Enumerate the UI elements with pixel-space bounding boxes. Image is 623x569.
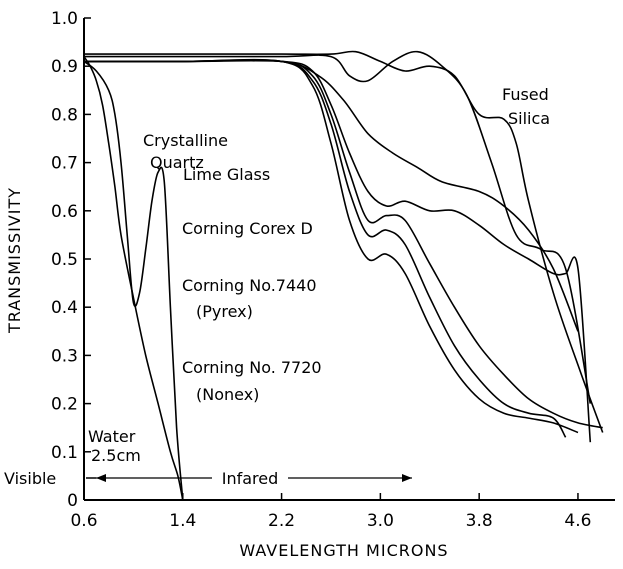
y-axis-title: TRANSMISSIVITY [5, 187, 24, 334]
x-axis-title: WAVELENGTH MICRONS [239, 541, 448, 560]
x-tick-label: 3.8 [466, 511, 493, 531]
label-lime-glass: Lime Glass [183, 165, 270, 184]
band-infrared-arrowhead-left [96, 474, 106, 482]
y-tick-label: 1.0 [51, 9, 78, 29]
y-tick-label: 0.5 [51, 250, 78, 270]
x-tick-label: 1.4 [169, 511, 196, 531]
y-tick-label: 0.1 [51, 443, 78, 463]
label-water-1: Water [88, 427, 136, 446]
label-water-2: 2.5cm [91, 446, 141, 465]
series-line-3 [84, 52, 590, 404]
label-corning-corex-d: Corning Corex D [182, 219, 313, 238]
label-nonex-1: Corning No. 7720 [182, 358, 322, 377]
y-tick-label: 0.4 [51, 298, 78, 318]
band-visible-label: Visible [4, 469, 56, 488]
label-fused-silica-2: Silica [508, 109, 550, 128]
curve-annotations: Crystalline Quartz Lime Glass Corning Co… [88, 85, 550, 465]
band-infrared-arrowhead-right [402, 474, 412, 482]
series-line-7 [84, 60, 566, 437]
spectral-bands: Visible Infared [4, 469, 412, 488]
y-tick-label: 0.8 [51, 105, 78, 125]
y-tick-label: 0.7 [51, 154, 78, 174]
label-crystalline-quartz-1: Crystalline [143, 131, 228, 150]
y-tick-label: 0.9 [51, 57, 78, 77]
x-tick-label: 3.0 [367, 511, 394, 531]
x-tick-label: 2.2 [268, 511, 295, 531]
label-fused-silica-1: Fused [502, 85, 549, 104]
label-pyrex-2: (Pyrex) [196, 302, 253, 321]
y-tick-label: 0.2 [51, 395, 78, 415]
x-tick-label: 4.6 [564, 511, 591, 531]
y-tick-label: 0.6 [51, 202, 78, 222]
y-tick-label: 0.3 [51, 346, 78, 366]
x-tick-label: 0.6 [70, 511, 97, 531]
label-nonex-2: (Nonex) [196, 385, 259, 404]
label-pyrex-1: Corning No.7440 [182, 276, 317, 295]
band-infrared-label: Infared [222, 469, 279, 488]
y-tick-label: 0 [67, 491, 78, 511]
